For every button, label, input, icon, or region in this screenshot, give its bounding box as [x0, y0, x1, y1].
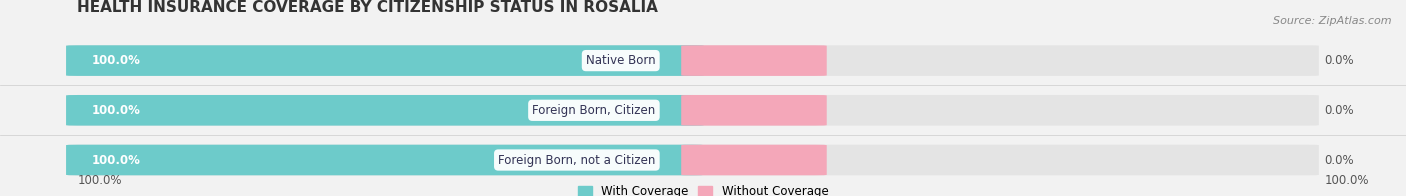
Text: Source: ZipAtlas.com: Source: ZipAtlas.com — [1274, 16, 1392, 26]
Legend: With Coverage, Without Coverage: With Coverage, Without Coverage — [578, 185, 828, 196]
Text: 0.0%: 0.0% — [1324, 54, 1354, 67]
Text: 100.0%: 100.0% — [77, 174, 122, 187]
Text: 0.0%: 0.0% — [1324, 153, 1354, 167]
FancyBboxPatch shape — [681, 145, 827, 175]
Text: 100.0%: 100.0% — [91, 153, 141, 167]
FancyBboxPatch shape — [66, 95, 1319, 126]
Text: HEALTH INSURANCE COVERAGE BY CITIZENSHIP STATUS IN ROSALIA: HEALTH INSURANCE COVERAGE BY CITIZENSHIP… — [77, 0, 658, 15]
Text: 100.0%: 100.0% — [91, 104, 141, 117]
Text: Foreign Born, Citizen: Foreign Born, Citizen — [533, 104, 655, 117]
Text: 0.0%: 0.0% — [1324, 104, 1354, 117]
FancyBboxPatch shape — [66, 95, 704, 126]
FancyBboxPatch shape — [66, 45, 704, 76]
FancyBboxPatch shape — [66, 145, 1319, 175]
FancyBboxPatch shape — [681, 95, 827, 126]
Text: Native Born: Native Born — [586, 54, 655, 67]
Text: 100.0%: 100.0% — [1324, 174, 1369, 187]
Text: 100.0%: 100.0% — [91, 54, 141, 67]
FancyBboxPatch shape — [66, 145, 704, 175]
FancyBboxPatch shape — [66, 45, 1319, 76]
Text: Foreign Born, not a Citizen: Foreign Born, not a Citizen — [498, 153, 655, 167]
FancyBboxPatch shape — [681, 45, 827, 76]
